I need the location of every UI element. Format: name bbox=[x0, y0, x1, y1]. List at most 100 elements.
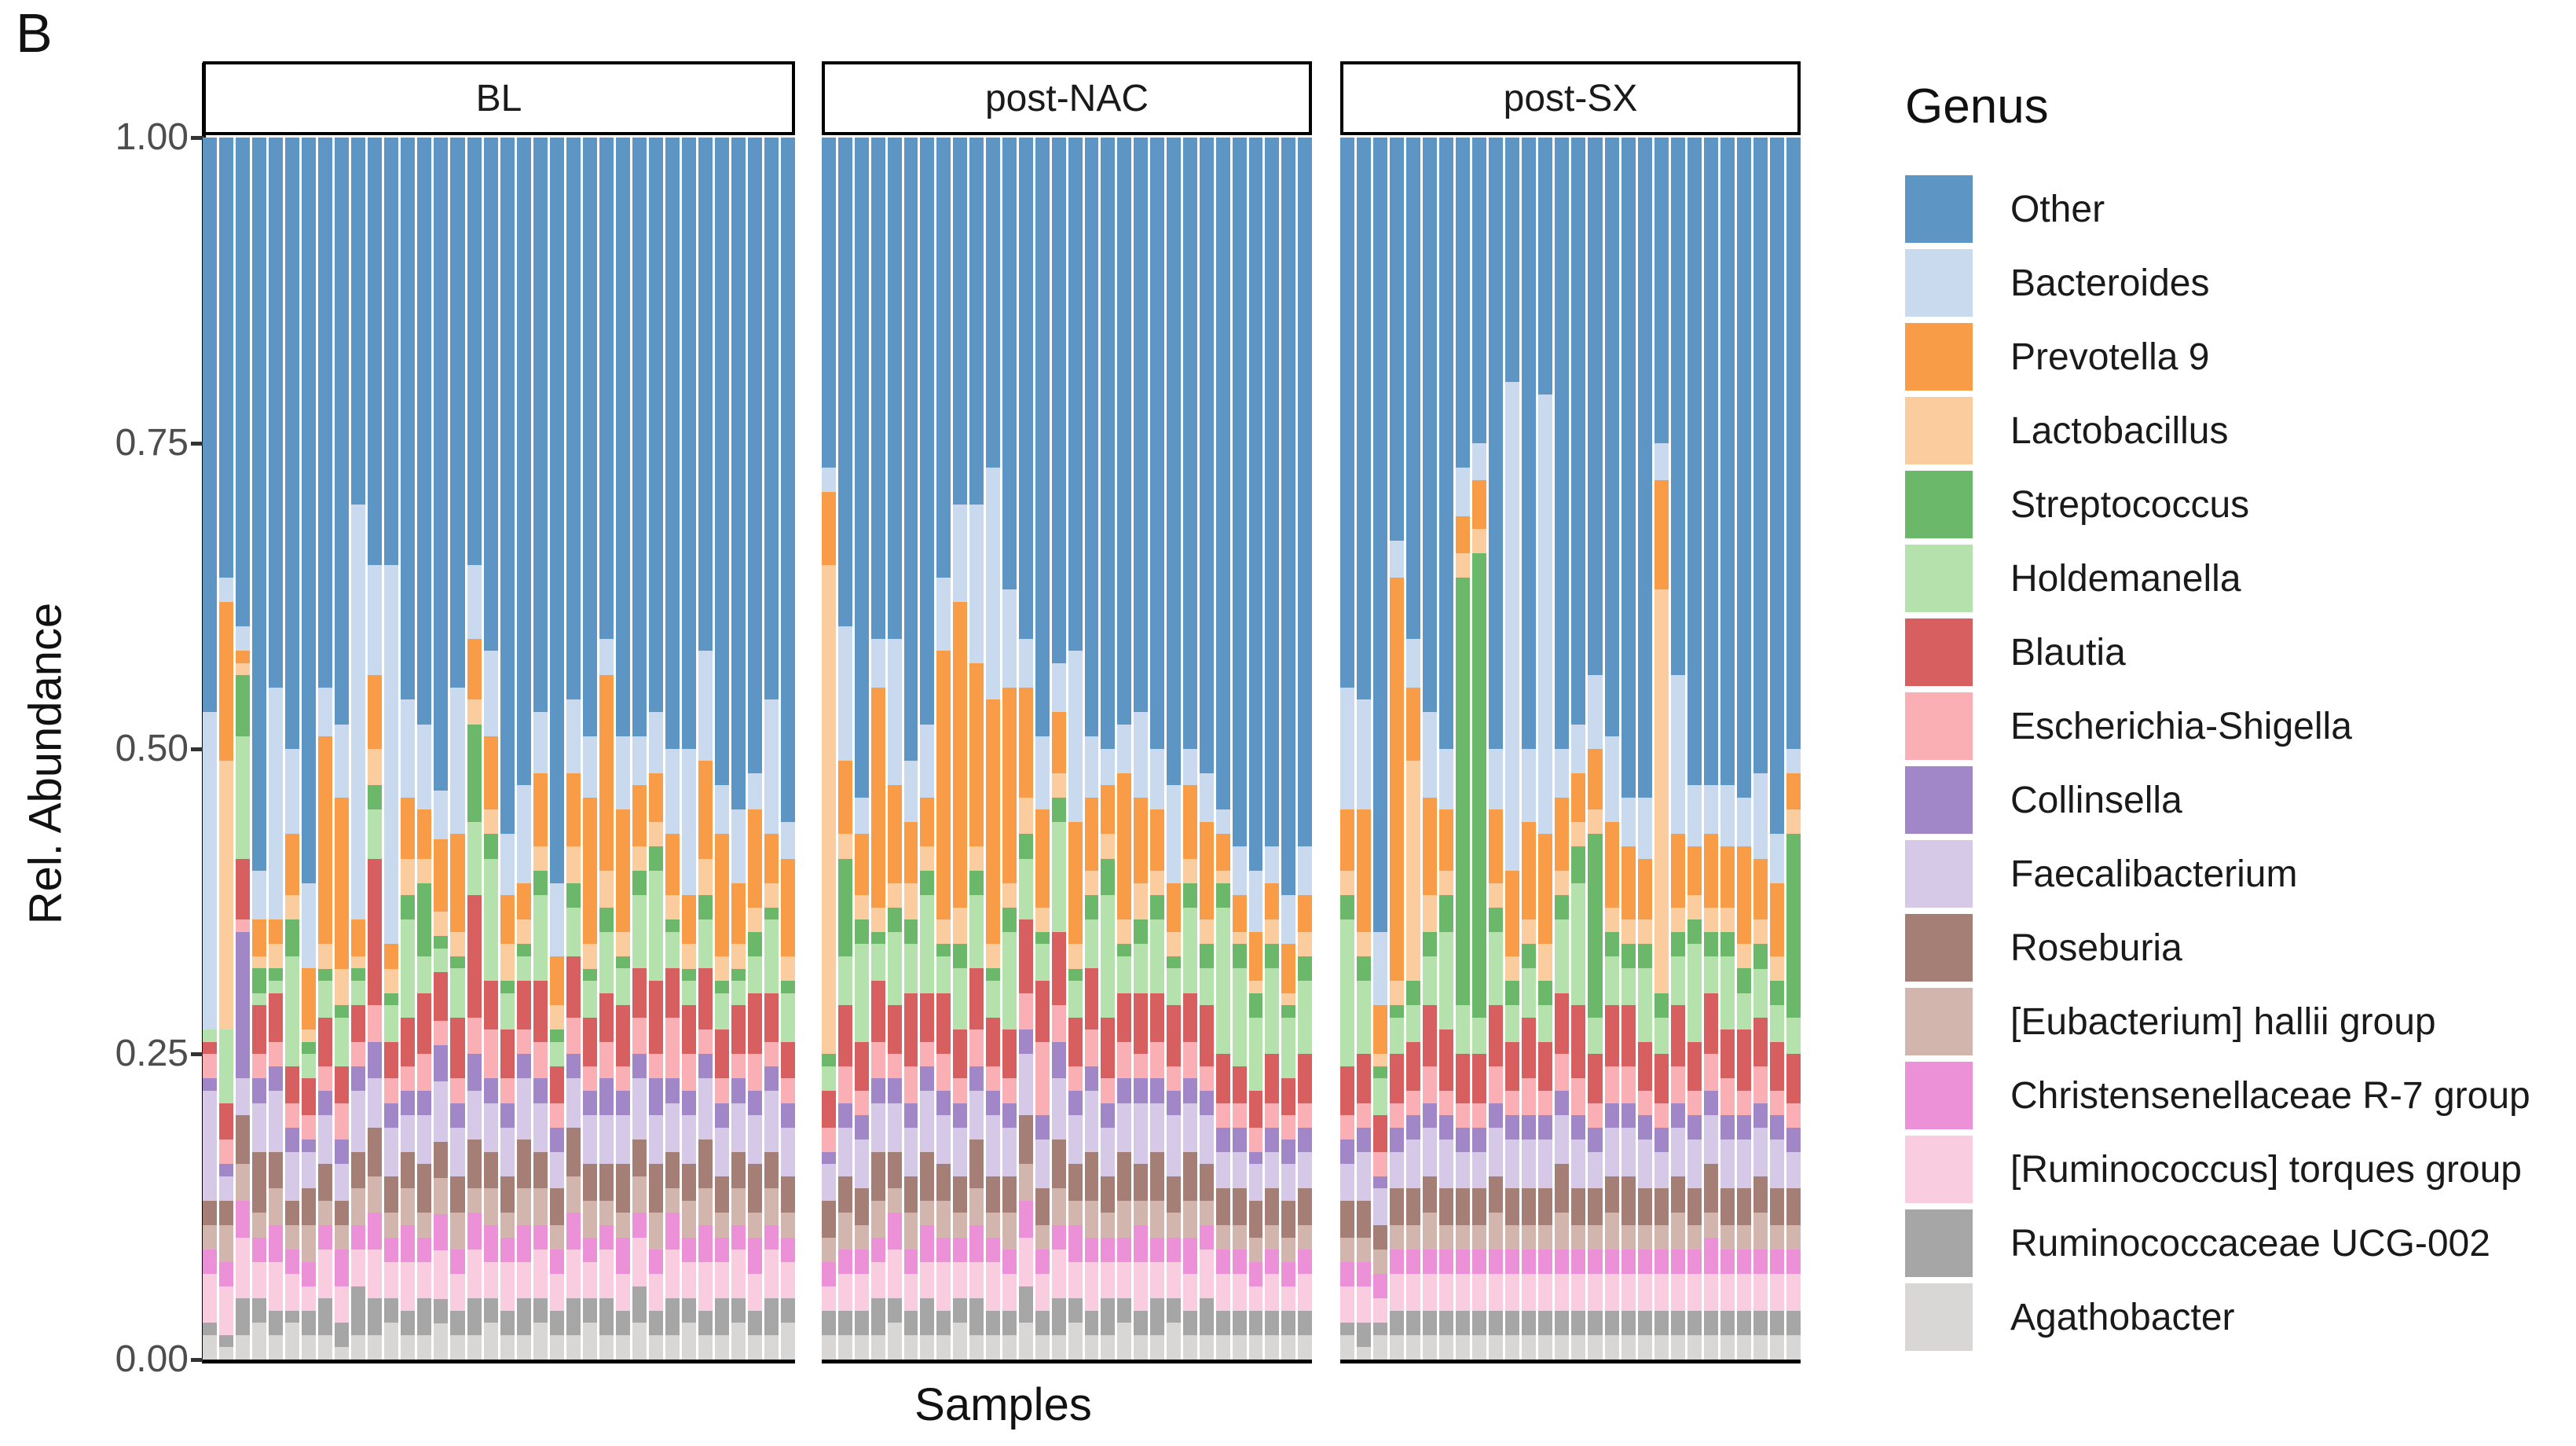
bar-segment-streptococcus bbox=[318, 968, 333, 982]
bar-segment-faecalibacterium bbox=[335, 1164, 350, 1201]
bar-segment-bacteroides bbox=[1232, 846, 1247, 896]
bar-group bbox=[1340, 138, 1801, 1360]
bar-segment-ruminococcus_torques_group bbox=[401, 1261, 416, 1311]
stacked-bar bbox=[764, 138, 779, 1360]
bar-segment-blautia bbox=[1769, 1041, 1784, 1091]
bar-segment-prevotella9 bbox=[1051, 711, 1066, 773]
legend-item-lactobacillus: Lactobacillus bbox=[1905, 397, 2530, 464]
bar-segment-bacteroides bbox=[1167, 785, 1181, 883]
bar-segment-holdemanella bbox=[1215, 907, 1230, 1055]
bar-segment-eubacterium_hallii_group bbox=[903, 1213, 918, 1250]
bar-segment-streptococcus bbox=[236, 675, 251, 737]
bar-segment-collinsella bbox=[516, 1054, 531, 1079]
bar-segment-collinsella bbox=[500, 1103, 515, 1128]
bar-segment-escherichia_shigella bbox=[533, 1041, 548, 1079]
bar-segment-agathobacter bbox=[1232, 1334, 1247, 1360]
bar-segment-escherichia_shigella bbox=[1621, 1066, 1636, 1103]
bar-segment-bacteroides bbox=[903, 761, 918, 822]
bar-segment-roseburia bbox=[1637, 1188, 1652, 1225]
bar-segment-holdemanella bbox=[500, 993, 515, 1030]
bar-segment-other bbox=[665, 138, 680, 749]
bar-segment-faecalibacterium bbox=[1703, 1115, 1718, 1165]
bar-segment-lactobacillus bbox=[837, 834, 852, 859]
bar-segment-agathobacter bbox=[582, 1323, 597, 1360]
bar-segment-bacteroides bbox=[1687, 785, 1702, 847]
stacked-bar bbox=[731, 138, 746, 1360]
bar-segment-roseburia bbox=[837, 1176, 852, 1213]
bar-segment-roseburia bbox=[1298, 1188, 1313, 1225]
bar-segment-bacteroides bbox=[870, 638, 885, 688]
bar-segment-prevotella9 bbox=[1215, 834, 1230, 872]
bar-segment-blautia bbox=[516, 981, 531, 1030]
bar-segment-collinsella bbox=[582, 1090, 597, 1116]
bar-segment-ruminococcaceae_ucg002 bbox=[417, 1298, 432, 1335]
bar-segment-blautia bbox=[1068, 1017, 1083, 1066]
bar-segment-collinsella bbox=[1769, 1115, 1784, 1140]
bar-segment-other bbox=[1051, 138, 1066, 663]
bar-segment-ruminococcaceae_ucg002 bbox=[822, 1310, 836, 1335]
bar-segment-holdemanella bbox=[1720, 956, 1735, 1030]
bar-segment-lactobacillus bbox=[1522, 919, 1537, 945]
bar-segment-blautia bbox=[1423, 1005, 1438, 1066]
bar-segment-ruminococcaceae_ucg002 bbox=[1439, 1310, 1454, 1335]
bar-segment-lactobacillus bbox=[1456, 552, 1471, 578]
bar-segment-streptococcus bbox=[1068, 968, 1083, 982]
bar-segment-holdemanella bbox=[1373, 1078, 1388, 1116]
legend-label: Faecalibacterium bbox=[2010, 853, 2298, 895]
bar-segment-christensenellaceae_r7_group bbox=[302, 1261, 317, 1286]
bar-segment-other bbox=[351, 138, 366, 505]
bar-segment-ruminococcaceae_ucg002 bbox=[1670, 1310, 1685, 1335]
bar-segment-lactobacillus bbox=[582, 944, 597, 969]
bar-segment-other bbox=[368, 138, 383, 566]
bar-segment-christensenellaceae_r7_group bbox=[920, 1224, 935, 1262]
bar-segment-collinsella bbox=[1604, 1103, 1619, 1128]
bar-segment-bacteroides bbox=[1769, 834, 1784, 883]
bar-segment-roseburia bbox=[417, 1164, 432, 1213]
bar-segment-escherichia_shigella bbox=[1654, 1103, 1669, 1128]
stacked-bar bbox=[1654, 138, 1669, 1360]
bar-segment-holdemanella bbox=[1786, 1017, 1801, 1055]
bar-segment-streptococcus bbox=[351, 968, 366, 982]
bar-segment-holdemanella bbox=[632, 895, 647, 969]
bar-segment-ruminococcus_torques_group bbox=[1390, 1274, 1405, 1311]
y-tick-mark bbox=[191, 136, 204, 140]
bar-segment-bacteroides bbox=[582, 736, 597, 798]
bar-segment-agathobacter bbox=[1298, 1334, 1313, 1360]
bar-segment-agathobacter bbox=[1035, 1334, 1050, 1360]
bar-segment-holdemanella bbox=[203, 1029, 218, 1042]
bar-segment-lactobacillus bbox=[781, 956, 796, 982]
bar-segment-holdemanella bbox=[1298, 981, 1313, 1055]
bar-segment-collinsella bbox=[1357, 1127, 1372, 1152]
bar-segment-ruminococcus_torques_group bbox=[318, 1250, 333, 1299]
bar-segment-collinsella bbox=[936, 1090, 951, 1116]
bar-segment-christensenellaceae_r7_group bbox=[467, 1213, 482, 1250]
bar-segment-agathobacter bbox=[870, 1334, 885, 1360]
bar-segment-other bbox=[500, 138, 515, 835]
y-tick-label: 0.50 bbox=[115, 728, 189, 769]
bar-segment-agathobacter bbox=[1720, 1334, 1735, 1360]
stacked-bar bbox=[903, 138, 918, 1360]
bar-segment-blautia bbox=[1522, 1017, 1537, 1079]
bar-segment-other bbox=[1167, 138, 1181, 786]
bar-segment-ruminococcus_torques_group bbox=[1637, 1274, 1652, 1311]
bar-segment-faecalibacterium bbox=[1621, 1127, 1636, 1176]
stacked-bar bbox=[887, 138, 902, 1360]
bar-segment-christensenellaceae_r7_group bbox=[1489, 1250, 1504, 1275]
stacked-bar bbox=[854, 138, 869, 1360]
bar-segment-lactobacillus bbox=[1390, 981, 1405, 1006]
bar-segment-blautia bbox=[781, 1041, 796, 1079]
bar-segment-bacteroides bbox=[302, 883, 317, 969]
bar-segment-agathobacter bbox=[351, 1334, 366, 1360]
legend-item-ruminococcus_torques_group: [Ruminococcus] torques group bbox=[1905, 1136, 2530, 1203]
bar-segment-roseburia bbox=[1555, 1164, 1570, 1213]
bar-segment-holdemanella bbox=[384, 1005, 399, 1042]
bar-segment-streptococcus bbox=[1687, 919, 1702, 945]
bar-segment-escherichia_shigella bbox=[467, 1017, 482, 1055]
bar-segment-collinsella bbox=[1753, 1103, 1768, 1128]
bar-segment-agathobacter bbox=[483, 1323, 498, 1360]
bar-segment-agathobacter bbox=[648, 1334, 663, 1360]
bar-segment-blautia bbox=[1703, 993, 1718, 1055]
bar-segment-roseburia bbox=[1472, 1188, 1487, 1225]
bar-segment-prevotella9 bbox=[384, 944, 399, 969]
stacked-bar bbox=[203, 138, 218, 1360]
